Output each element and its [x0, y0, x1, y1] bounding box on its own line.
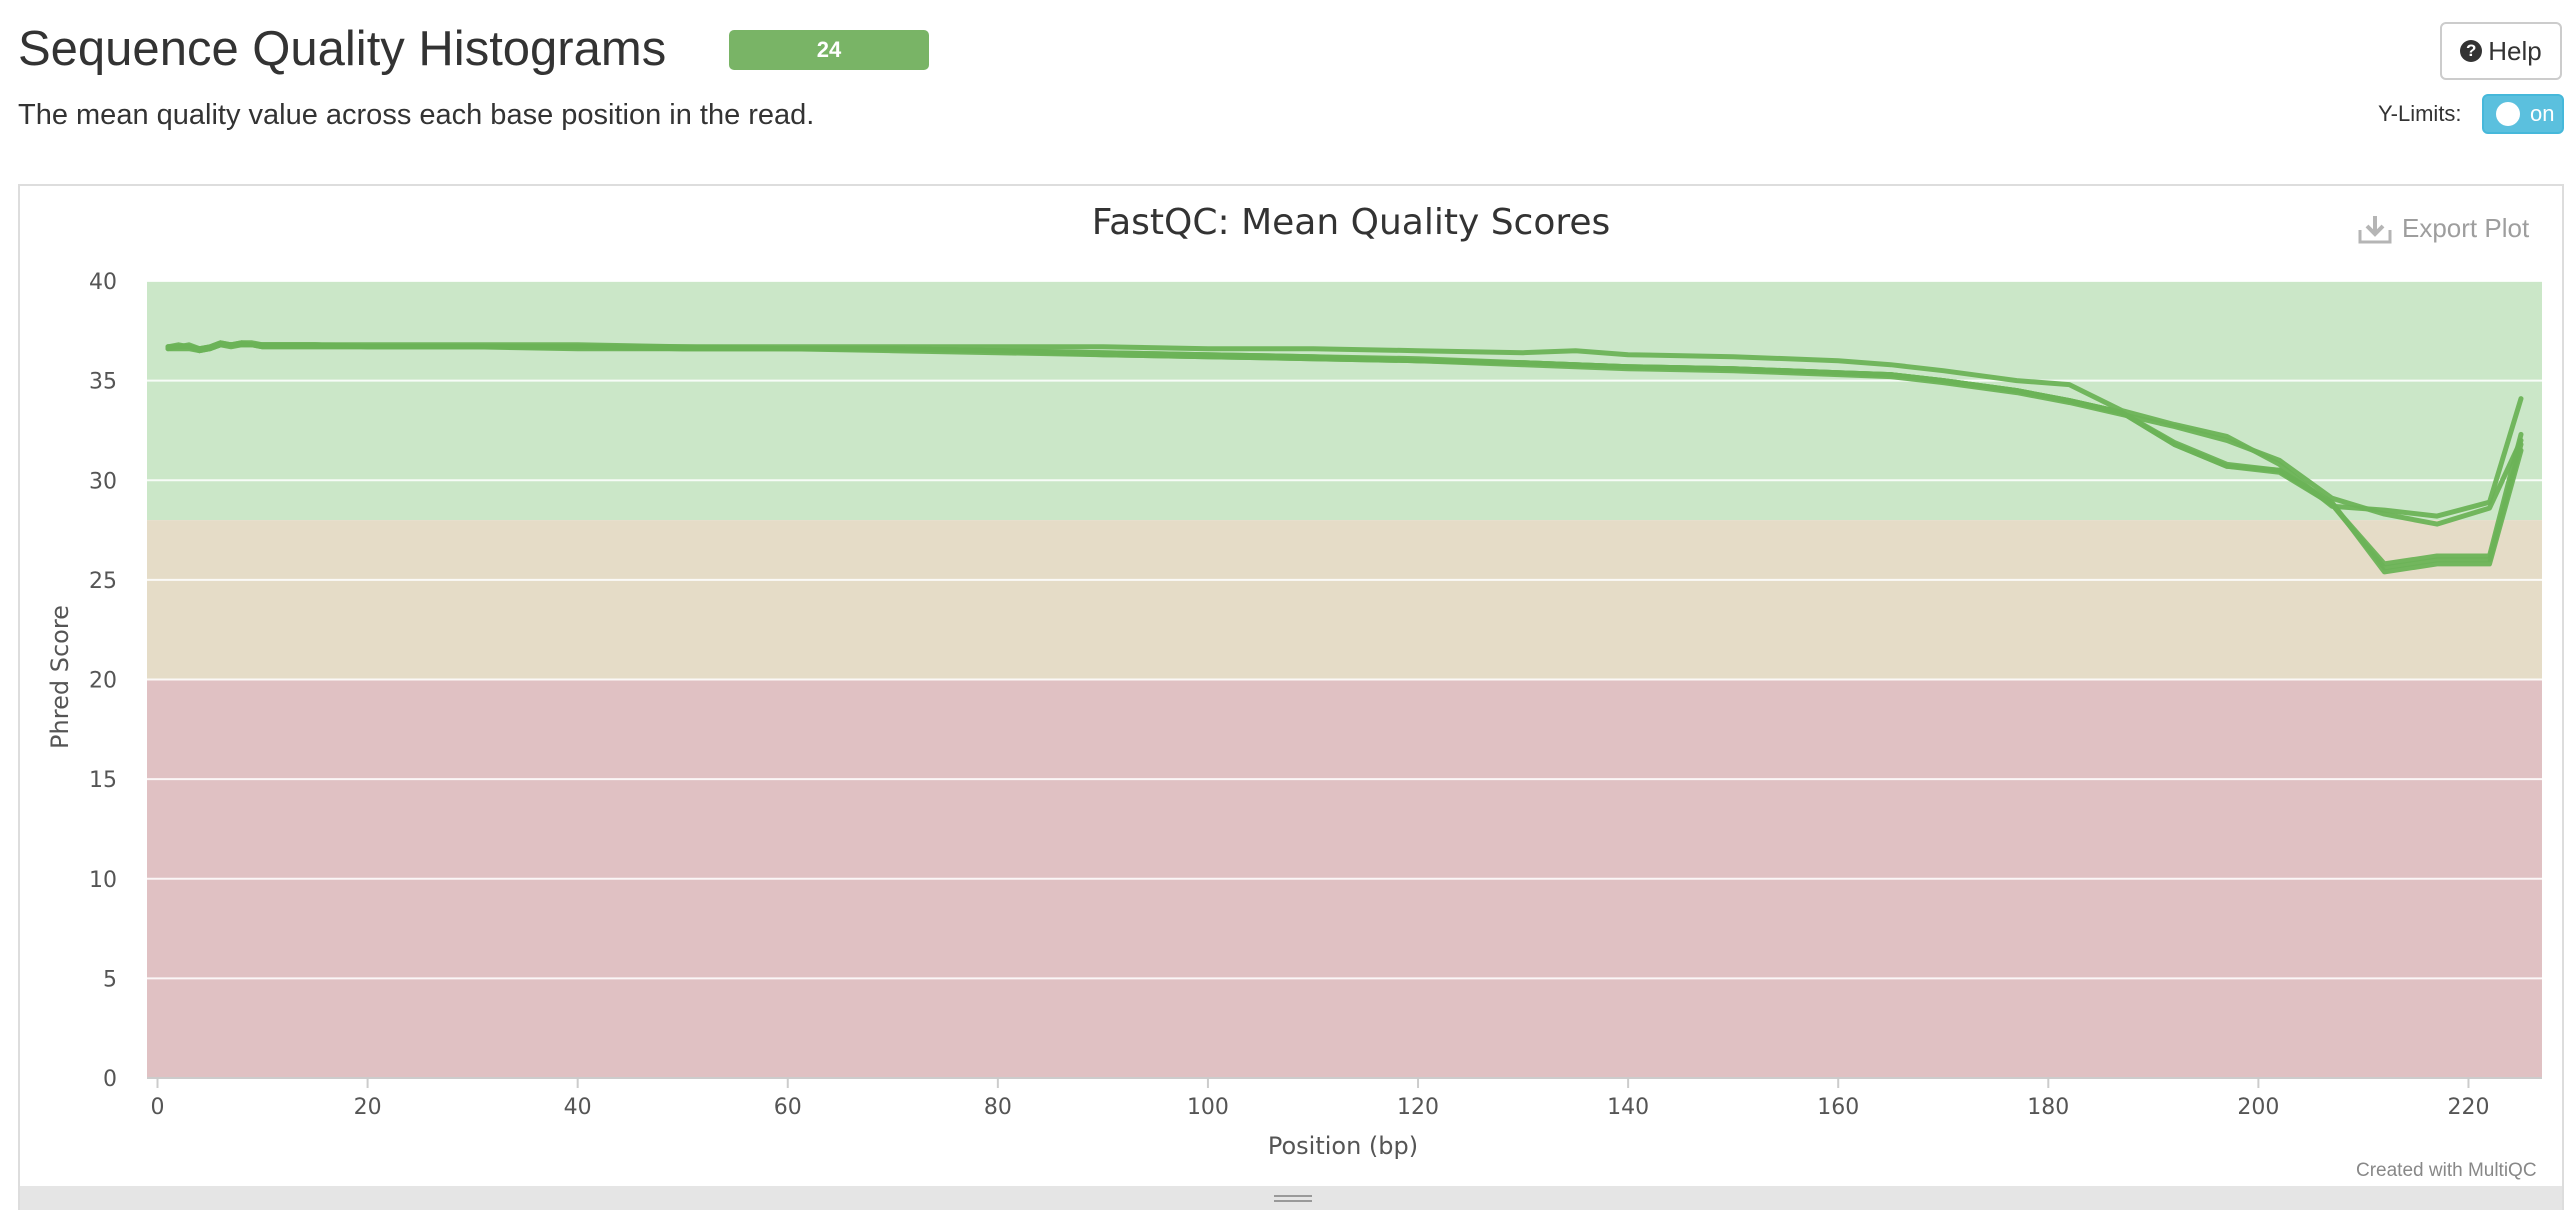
help-button-label: Help	[2488, 35, 2542, 66]
export-plot-button[interactable]: Export Plot	[2358, 213, 2529, 244]
x-tick-label: 220	[2447, 1095, 2489, 1120]
x-tick-label: 40	[564, 1095, 592, 1120]
plot-resize-handle[interactable]	[20, 1186, 2562, 1210]
x-tick-label: 200	[2237, 1095, 2279, 1120]
ylimits-label: Y-Limits:	[2378, 101, 2462, 126]
x-tick-label: 180	[2027, 1095, 2069, 1120]
y-tick-label: 35	[89, 370, 117, 395]
y-tick-label: 40	[89, 270, 117, 295]
export-plot-label: Export Plot	[2402, 213, 2530, 243]
y-tick-label: 0	[103, 1067, 117, 1092]
section-description: The mean quality value across each base …	[18, 99, 815, 131]
x-tick-label: 60	[774, 1095, 802, 1120]
series-lines	[165, 340, 2524, 575]
quality-band-good	[147, 281, 2542, 521]
chart-title: FastQC: Mean Quality Scores	[1092, 202, 1611, 243]
help-button[interactable]: ? Help	[2440, 22, 2562, 80]
y-tick-label: 10	[89, 868, 117, 893]
download-icon	[2358, 215, 2392, 243]
y-tick-label: 5	[103, 967, 117, 992]
ylimits-toggle[interactable]: on	[2482, 94, 2564, 134]
x-tick-label: 160	[1817, 1095, 1859, 1120]
multiqc-credit: Created with MultiQC	[2356, 1160, 2537, 1181]
y-tick-label: 30	[89, 469, 117, 494]
x-tick-label: 80	[984, 1095, 1012, 1120]
sample-count-badge: 24	[729, 30, 929, 70]
axes: 0 5 10 15 20 25 30 35 40 0 20 40 60 80 100 120 140 160 180…	[89, 270, 2542, 1120]
grip-lines-icon	[1274, 1195, 1312, 1202]
x-tick-label: 0	[151, 1095, 165, 1120]
y-tick-label: 25	[89, 569, 117, 594]
x-tick-label: 120	[1397, 1095, 1439, 1120]
x-tick-label: 100	[1187, 1095, 1229, 1120]
y-tick-label: 15	[89, 768, 117, 793]
series-line-5	[165, 342, 2524, 567]
page-title: Sequence Quality Histograms	[18, 22, 667, 76]
x-tick-label: 20	[354, 1095, 382, 1120]
toggle-knob	[2496, 102, 2520, 126]
y-tick-label: 20	[89, 669, 117, 694]
x-axis-label: Position (bp)	[1268, 1132, 1418, 1160]
y-axis-label: Phred Score	[46, 605, 74, 749]
quality-band-warn	[147, 520, 2542, 680]
question-circle-icon: ?	[2460, 40, 2483, 62]
x-tick-label: 140	[1607, 1095, 1649, 1120]
ylimits-toggle-state: on	[2530, 101, 2555, 126]
